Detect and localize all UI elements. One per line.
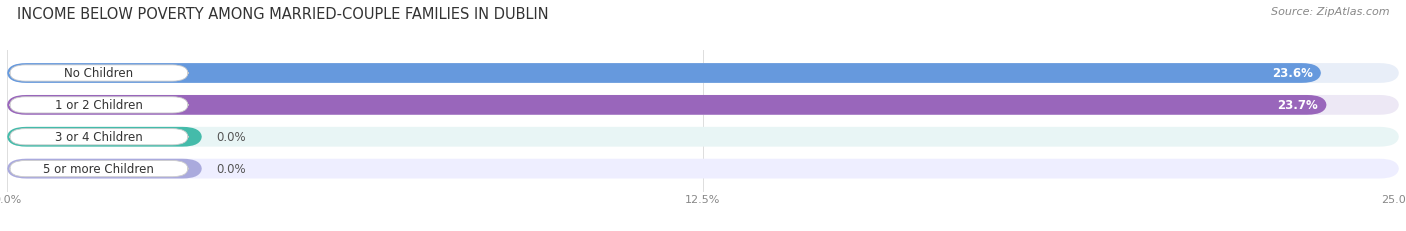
FancyBboxPatch shape (10, 97, 188, 113)
Text: INCOME BELOW POVERTY AMONG MARRIED-COUPLE FAMILIES IN DUBLIN: INCOME BELOW POVERTY AMONG MARRIED-COUPL… (17, 7, 548, 22)
FancyBboxPatch shape (7, 127, 1399, 147)
Text: No Children: No Children (65, 67, 134, 80)
FancyBboxPatch shape (7, 159, 202, 179)
FancyBboxPatch shape (10, 66, 188, 82)
FancyBboxPatch shape (7, 64, 1399, 84)
Text: 3 or 4 Children: 3 or 4 Children (55, 131, 143, 144)
Text: 1 or 2 Children: 1 or 2 Children (55, 99, 143, 112)
FancyBboxPatch shape (7, 96, 1327, 115)
Text: 0.0%: 0.0% (217, 131, 246, 144)
Text: 23.6%: 23.6% (1272, 67, 1313, 80)
FancyBboxPatch shape (7, 96, 1399, 115)
Text: Source: ZipAtlas.com: Source: ZipAtlas.com (1271, 7, 1389, 17)
FancyBboxPatch shape (7, 64, 1322, 84)
FancyBboxPatch shape (7, 127, 202, 147)
Text: 23.7%: 23.7% (1278, 99, 1319, 112)
Text: 0.0%: 0.0% (217, 162, 246, 175)
Text: 5 or more Children: 5 or more Children (44, 162, 155, 175)
FancyBboxPatch shape (10, 129, 188, 145)
FancyBboxPatch shape (10, 161, 188, 177)
FancyBboxPatch shape (7, 159, 1399, 179)
